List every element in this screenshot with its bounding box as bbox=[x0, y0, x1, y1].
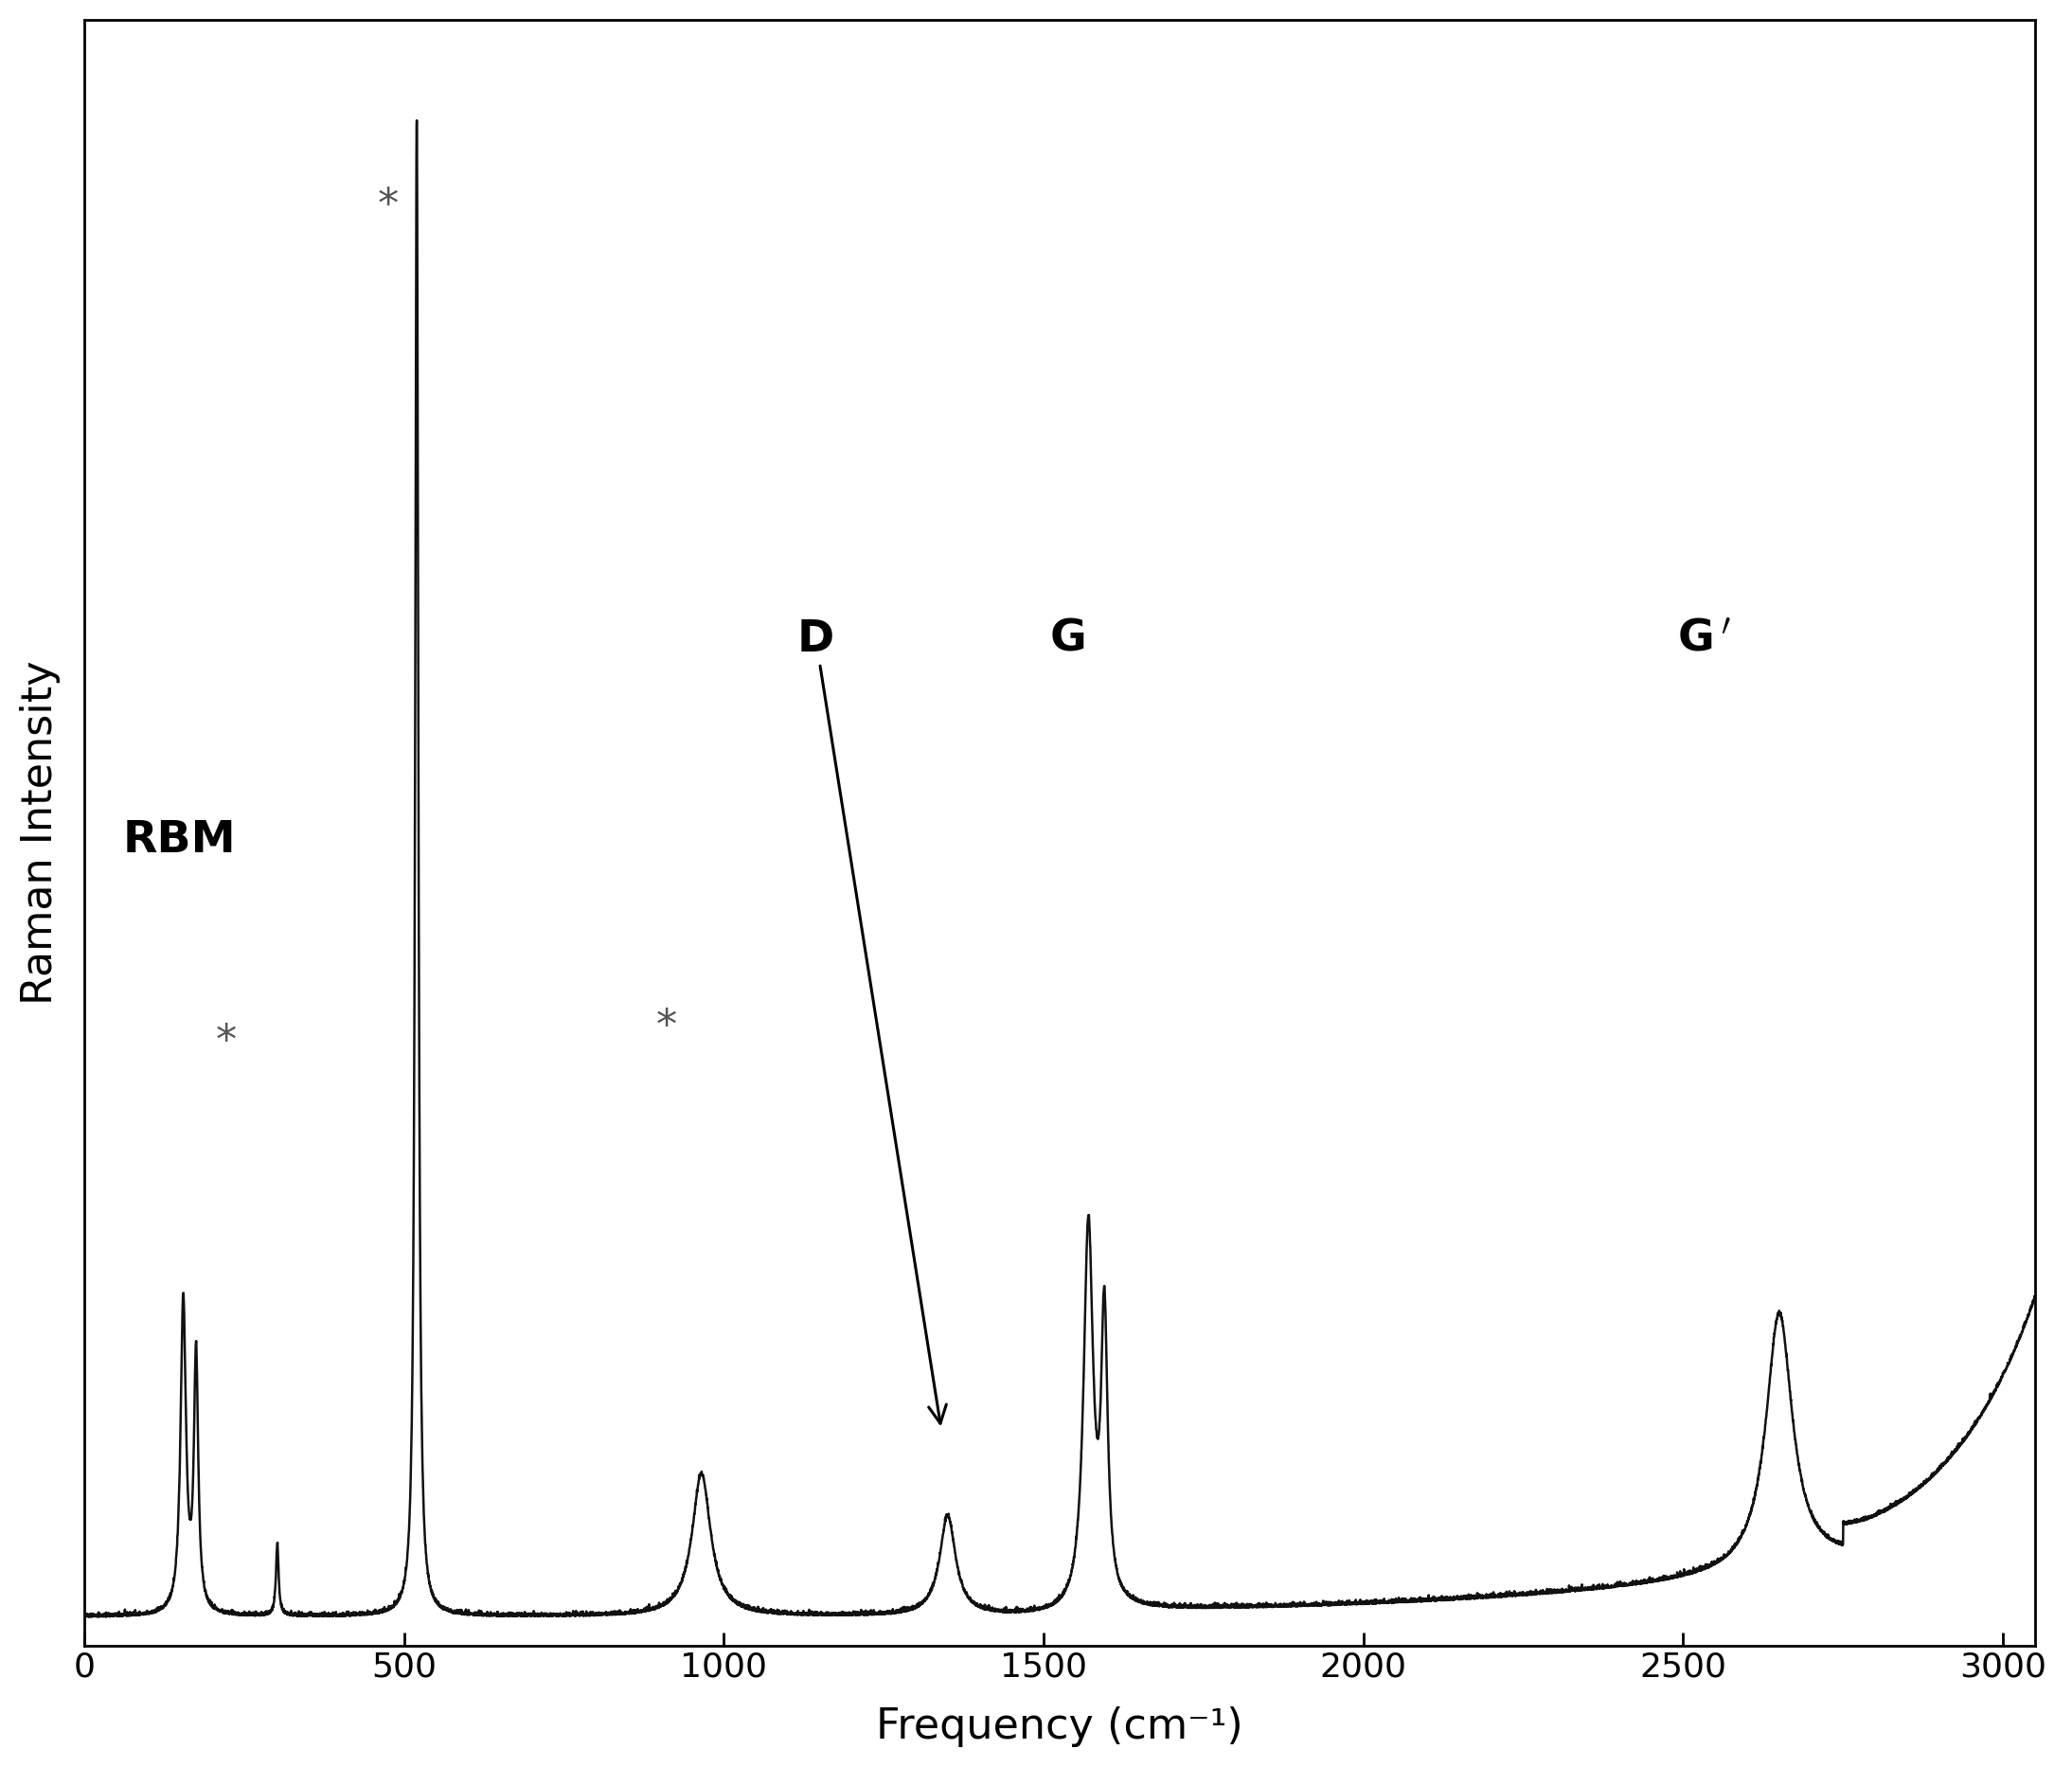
Text: *: * bbox=[215, 1021, 236, 1062]
X-axis label: Frequency (cm⁻¹): Frequency (cm⁻¹) bbox=[876, 1707, 1243, 1748]
Text: *: * bbox=[377, 186, 398, 226]
Text: G$\,^\prime$: G$\,^\prime$ bbox=[1676, 618, 1732, 661]
Text: D: D bbox=[798, 618, 947, 1424]
Text: G: G bbox=[1051, 618, 1086, 661]
Text: RBM: RBM bbox=[122, 820, 236, 862]
Y-axis label: Raman Intensity: Raman Intensity bbox=[21, 661, 60, 1005]
Text: *: * bbox=[655, 1005, 678, 1046]
